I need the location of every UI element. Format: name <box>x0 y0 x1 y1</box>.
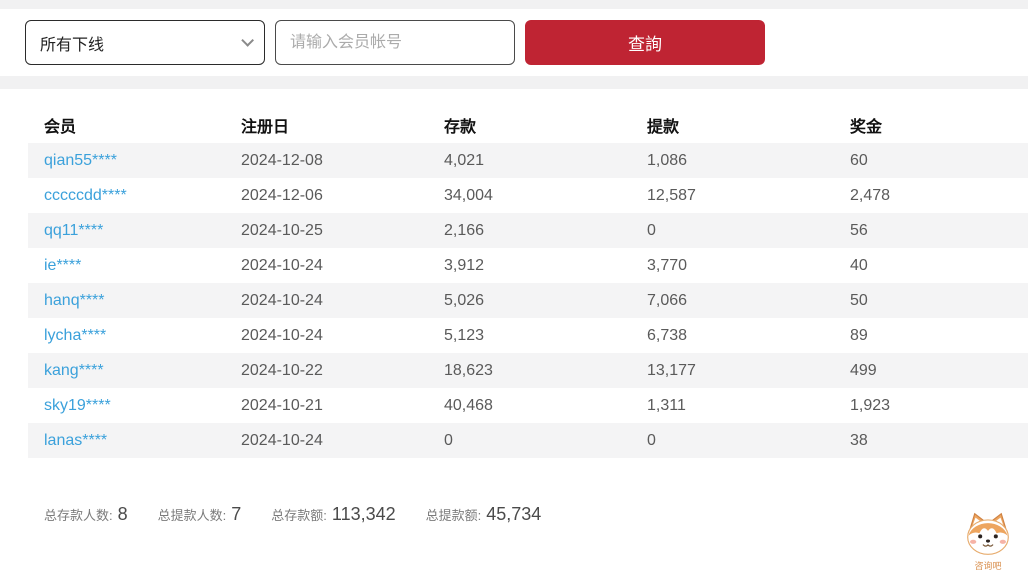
downline-select-value: 所有下线 <box>40 36 105 54</box>
bonus-cell: 89 <box>850 326 868 344</box>
deposit-cell: 34,004 <box>444 186 493 204</box>
col-header-deposit: 存款 <box>444 118 477 136</box>
withdraw-cell: 1,086 <box>647 151 688 169</box>
member-link[interactable]: qq11**** <box>44 221 104 239</box>
table-row: qq11**** 2024-10-25 2,166 0 56 <box>28 213 1028 248</box>
deposit-cell: 18,623 <box>444 361 493 379</box>
table-row: hanq**** 2024-10-24 5,026 7,066 50 <box>28 283 1028 318</box>
col-header-withdraw: 提款 <box>647 118 680 136</box>
table-row: lanas**** 2024-10-24 0 0 38 <box>28 423 1028 458</box>
summary-total-deposit-amount: 总存款额: 113,342 <box>271 504 395 525</box>
deposit-cell: 0 <box>444 431 453 449</box>
withdraw-cell: 12,587 <box>647 186 696 204</box>
table-row: sky19**** 2024-10-21 40,468 1,311 1,923 <box>28 388 1028 423</box>
summary-value: 8 <box>117 504 128 524</box>
customer-service-widget[interactable]: 咨询吧 <box>960 512 1016 571</box>
deposit-cell: 3,912 <box>444 256 485 274</box>
summary-label: 总提款额: <box>425 508 482 523</box>
regdate-cell: 2024-10-24 <box>241 291 323 309</box>
summary-label: 总存款额: <box>271 508 327 523</box>
bonus-cell: 2,478 <box>850 186 891 204</box>
summary-bar: 总存款人数: 8 总提款人数: 7 总存款额: 113,342 总提款额: 45… <box>44 504 1028 525</box>
deposit-cell: 5,026 <box>444 291 485 309</box>
summary-value: 113,342 <box>331 504 396 524</box>
summary-value: 7 <box>231 504 242 524</box>
regdate-cell: 2024-10-22 <box>241 361 323 379</box>
col-header-regdate: 注册日 <box>241 118 290 136</box>
bonus-cell: 499 <box>850 361 877 379</box>
deposit-cell: 5,123 <box>444 326 485 344</box>
table-row: ie**** 2024-10-24 3,912 3,770 40 <box>28 248 1028 283</box>
deposit-cell: 4,021 <box>444 151 485 169</box>
bonus-cell: 40 <box>850 256 868 274</box>
page-top-strip <box>0 0 1028 9</box>
bonus-cell: 60 <box>850 151 868 169</box>
regdate-cell: 2024-12-08 <box>241 151 323 169</box>
search-button[interactable]: 查詢 <box>525 20 765 65</box>
col-header-member: 会员 <box>44 118 77 136</box>
withdraw-cell: 1,311 <box>647 396 686 414</box>
mascot-caption: 咨询吧 <box>974 561 1002 571</box>
member-link[interactable]: lanas**** <box>44 431 108 449</box>
chevron-down-icon <box>241 34 254 47</box>
deposit-cell: 40,468 <box>444 396 493 414</box>
withdraw-cell: 13,177 <box>647 361 696 379</box>
withdraw-cell: 7,066 <box>647 291 688 309</box>
member-link[interactable]: cccccdd**** <box>44 186 127 204</box>
withdraw-cell: 0 <box>647 221 656 239</box>
members-table: 会员 注册日 存款 提款 奖金 qian55**** 2024-12-08 4,… <box>28 89 1028 458</box>
summary-total-withdraw-amount: 总提款额: 45,734 <box>426 504 542 525</box>
col-header-bonus: 奖金 <box>850 118 883 136</box>
table-row: qian55**** 2024-12-08 4,021 1,086 60 <box>28 143 1028 178</box>
regdate-cell: 2024-10-24 <box>241 256 323 274</box>
bonus-cell: 1,923 <box>850 396 891 414</box>
summary-label: 总存款人数: <box>44 508 113 523</box>
shiba-mascot-icon <box>967 512 1009 555</box>
bonus-cell: 56 <box>850 221 868 239</box>
deposit-cell: 2,166 <box>444 221 485 239</box>
regdate-cell: 2024-10-24 <box>241 431 323 449</box>
downline-select[interactable]: 所有下线 <box>25 20 265 65</box>
member-link[interactable]: lycha**** <box>44 326 107 344</box>
summary-total-withdrawers: 总提款人数: 7 <box>158 504 242 525</box>
regdate-cell: 2024-10-21 <box>241 396 323 414</box>
regdate-cell: 2024-10-25 <box>241 221 323 239</box>
bonus-cell: 50 <box>850 291 868 309</box>
summary-label: 总提款人数: <box>157 508 227 523</box>
withdraw-cell: 0 <box>647 431 656 449</box>
member-link[interactable]: kang**** <box>44 361 104 379</box>
table-row: kang**** 2024-10-22 18,623 13,177 499 <box>28 353 1028 388</box>
withdraw-cell: 6,738 <box>647 326 688 344</box>
member-link[interactable]: hanq**** <box>44 291 105 309</box>
summary-value: 45,734 <box>486 504 542 524</box>
table-row: lycha**** 2024-10-24 5,123 6,738 89 <box>28 318 1028 353</box>
filter-bar: 所有下线 查詢 <box>0 9 1028 76</box>
regdate-cell: 2024-10-24 <box>241 326 323 344</box>
bonus-cell: 38 <box>850 431 868 449</box>
member-link[interactable]: ie**** <box>44 256 82 274</box>
member-account-input[interactable] <box>275 20 515 65</box>
table-row: cccccdd**** 2024-12-06 34,004 12,587 2,4… <box>28 178 1028 213</box>
withdraw-cell: 3,770 <box>647 256 688 274</box>
divider-strip <box>0 76 1028 89</box>
member-link[interactable]: sky19**** <box>44 396 111 414</box>
table-header-row: 会员 注册日 存款 提款 奖金 <box>28 106 1028 143</box>
member-link[interactable]: qian55**** <box>44 151 117 169</box>
regdate-cell: 2024-12-06 <box>241 186 323 204</box>
table-body: qian55**** 2024-12-08 4,021 1,086 60 ccc… <box>28 143 1028 458</box>
summary-total-depositors: 总存款人数: 8 <box>44 504 128 525</box>
